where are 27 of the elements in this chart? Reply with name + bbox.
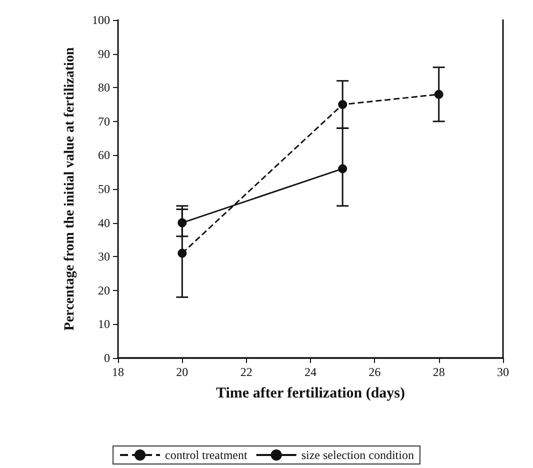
point bbox=[178, 218, 187, 228]
y-axis-title: Percentage from the initial value at fertilization bbox=[62, 47, 78, 331]
y-tick-label: 70 bbox=[98, 114, 110, 128]
y-tick-label: 30 bbox=[98, 250, 110, 264]
y-tick-label: 10 bbox=[98, 317, 110, 332]
point bbox=[434, 90, 444, 99]
legend-label: control treatment bbox=[165, 448, 248, 462]
y-tick-label: 40 bbox=[98, 216, 110, 230]
legend-label: size selection condition bbox=[301, 448, 414, 462]
point bbox=[178, 248, 187, 258]
x-tick-label: 26 bbox=[368, 365, 381, 379]
x-tick-label: 30 bbox=[497, 365, 509, 379]
point bbox=[338, 164, 348, 174]
x-axis-title: Time after fertilization (days) bbox=[216, 386, 405, 402]
x-tick-label: 18 bbox=[112, 365, 124, 379]
y-tick-label: 90 bbox=[98, 46, 110, 61]
y-tick-label: 50 bbox=[98, 182, 110, 196]
x-tick-label: 24 bbox=[304, 365, 316, 379]
x-tick-label: 20 bbox=[176, 365, 188, 379]
y-tick-label: 20 bbox=[98, 283, 110, 298]
y-tick-label: 60 bbox=[98, 148, 110, 162]
y-tick-label: 0 bbox=[104, 351, 110, 365]
x-tick-label: 22 bbox=[240, 365, 252, 379]
point bbox=[338, 100, 348, 109]
x-tick-label: 28 bbox=[432, 365, 445, 379]
y-tick-label: 100 bbox=[92, 13, 110, 27]
y-tick-label: 80 bbox=[98, 80, 110, 95]
